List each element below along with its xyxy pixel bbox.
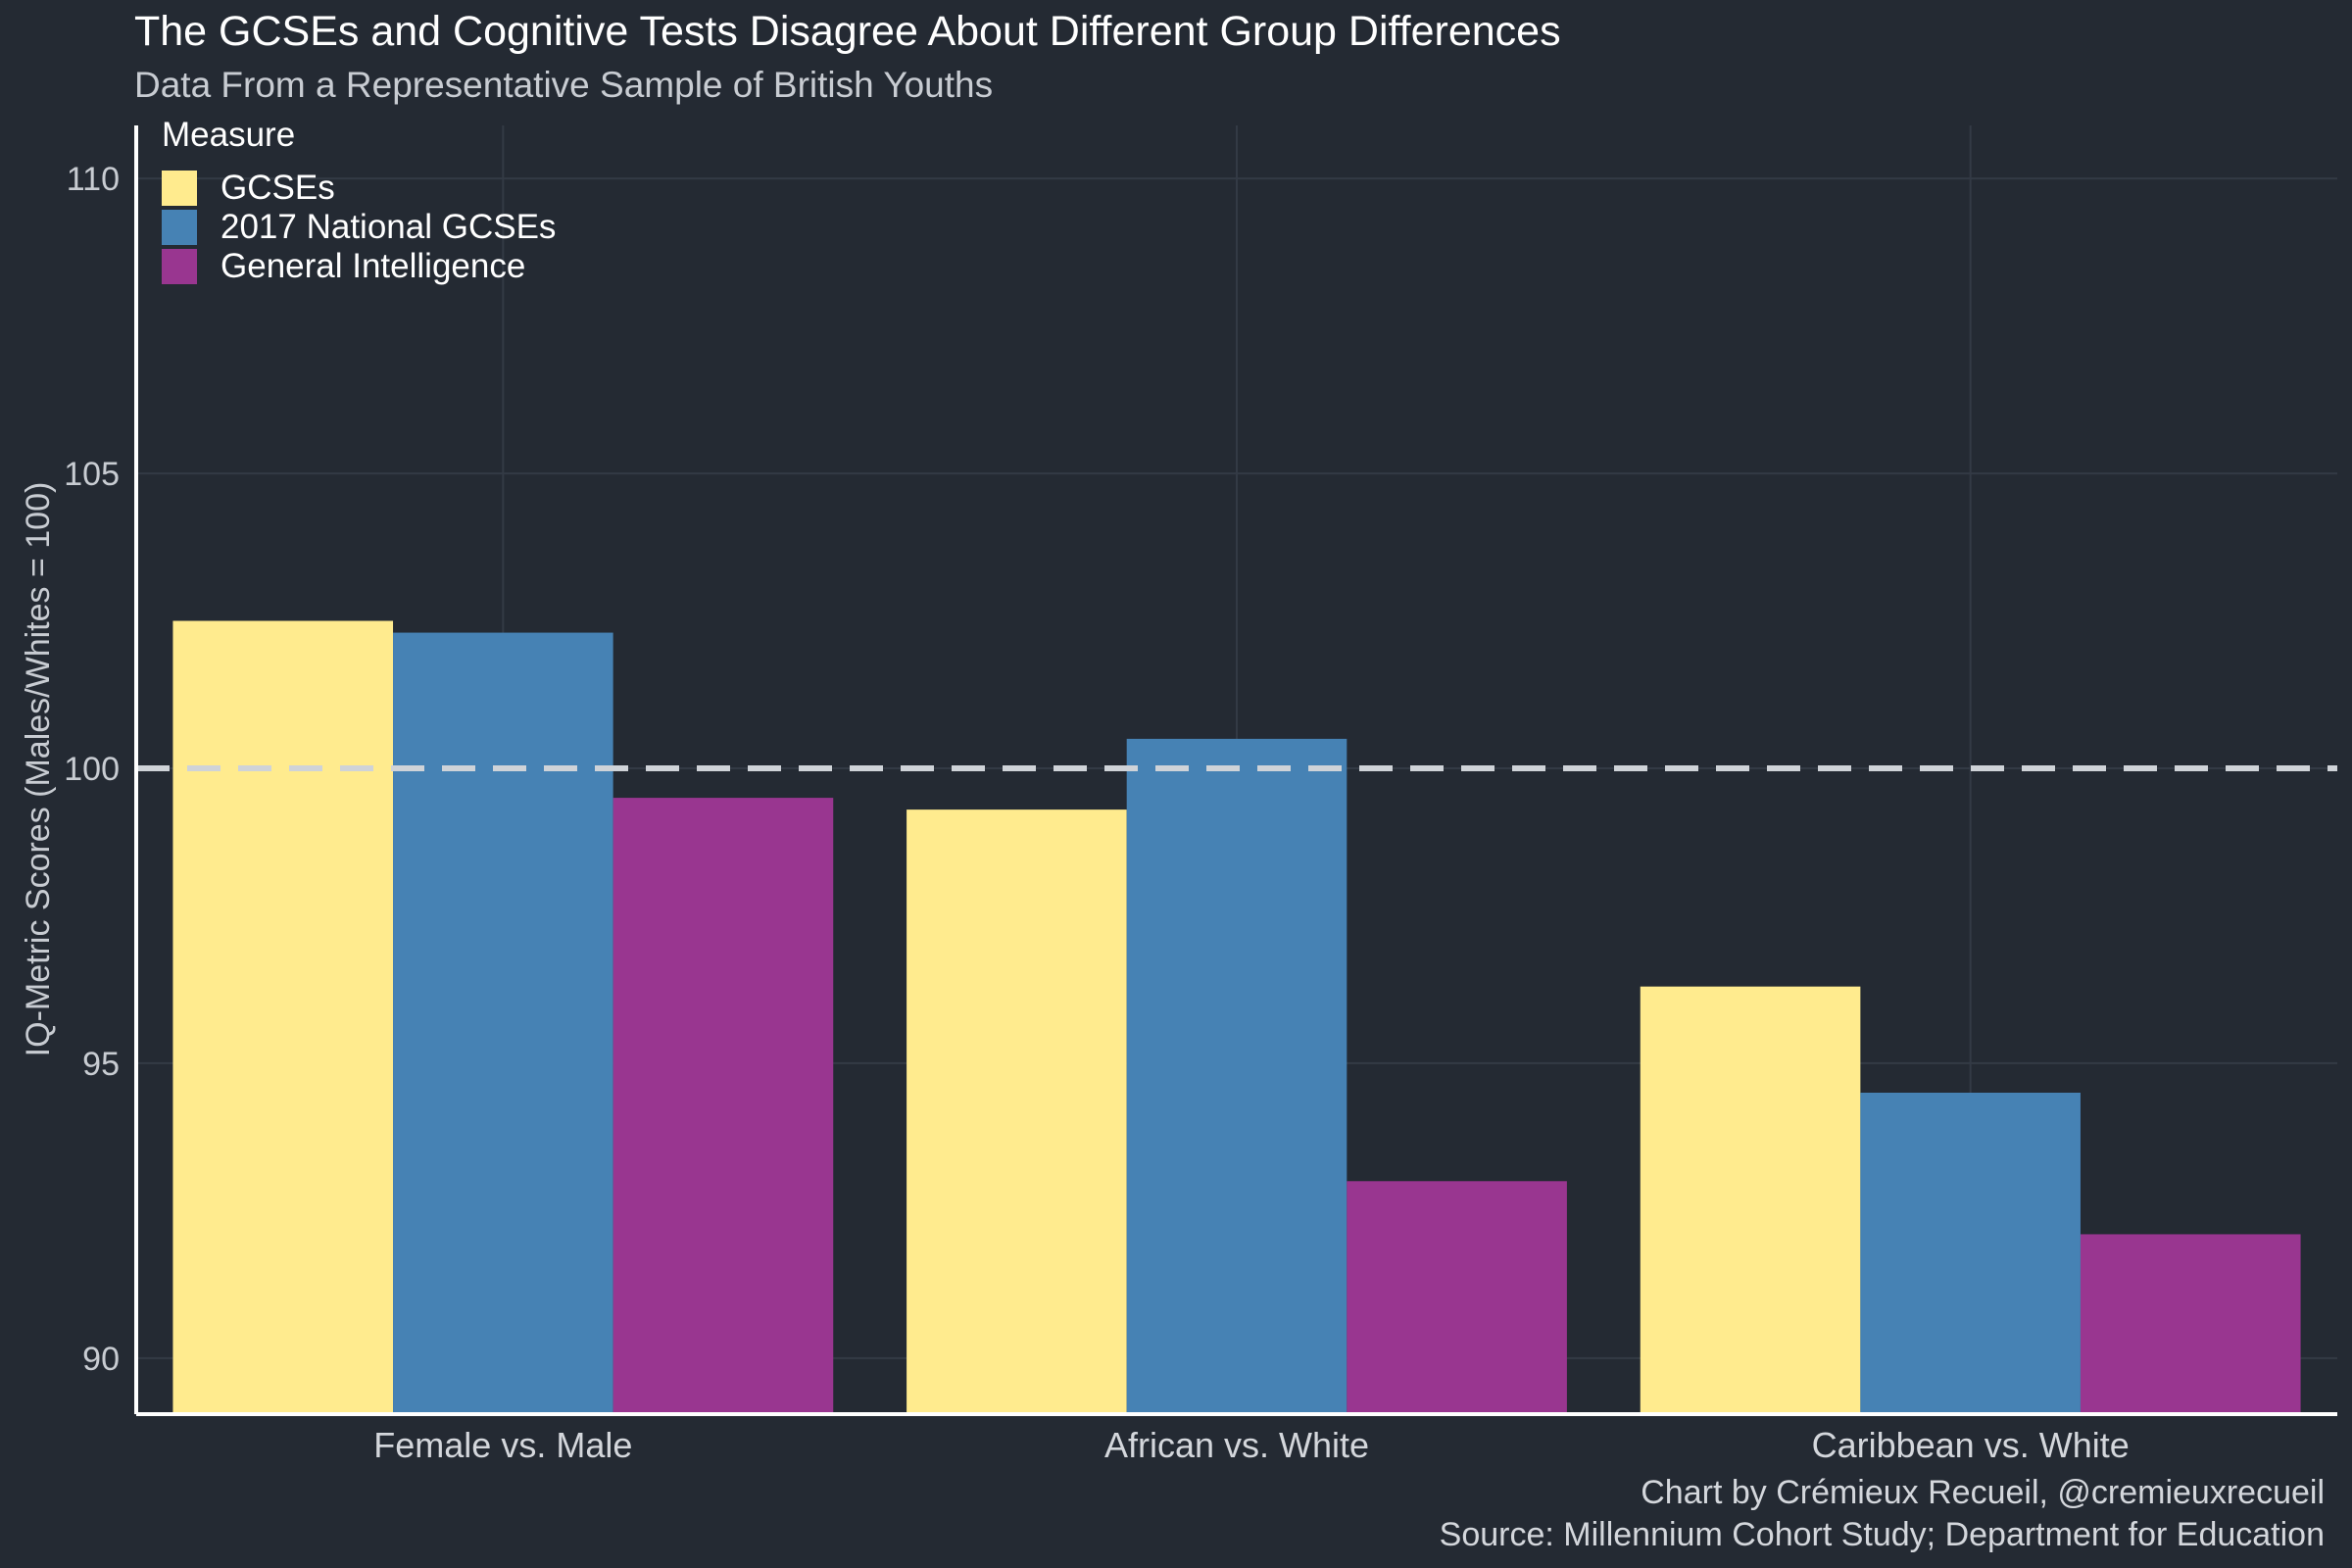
legend-label: General Intelligence (220, 247, 526, 285)
bar (1126, 738, 1348, 1414)
legend: Measure GCSEs 2017 National GCSEs Genera… (162, 116, 556, 286)
legend-item-gcses: GCSEs (162, 169, 556, 208)
legend-swatch (162, 249, 197, 284)
bar (2080, 1234, 2301, 1414)
chart-subtitle: Data From a Representative Sample of Bri… (134, 65, 994, 105)
caption-source: Source: Millennium Cohort Study; Departm… (1439, 1516, 2325, 1553)
legend-swatch (162, 171, 197, 206)
bar (1640, 986, 1861, 1414)
legend-label: GCSEs (220, 169, 335, 207)
x-tick-label: African vs. White (1104, 1425, 1369, 1465)
y-tick-label: 105 (64, 456, 120, 493)
legend-item-national-gcses: 2017 National GCSEs (162, 208, 556, 247)
bar (612, 798, 834, 1414)
bar (393, 632, 613, 1414)
bar (172, 620, 394, 1414)
bar (1860, 1093, 2081, 1414)
legend-label: 2017 National GCSEs (220, 208, 557, 246)
x-tick-label: Female vs. Male (373, 1425, 632, 1465)
bar (906, 809, 1127, 1414)
y-tick-label: 90 (82, 1341, 120, 1378)
x-tick-label: Caribbean vs. White (1812, 1425, 2130, 1465)
chart-title: The GCSEs and Cognitive Tests Disagree A… (134, 8, 1561, 55)
y-axis-label: IQ-Metric Scores (Males/Whites = 100) (20, 482, 57, 1057)
legend-item-general-intelligence: General Intelligence (162, 247, 556, 286)
y-tick-label: 100 (64, 751, 120, 788)
y-tick-label: 95 (82, 1046, 120, 1083)
bar (1347, 1181, 1567, 1414)
legend-title: Measure (162, 116, 296, 154)
caption-credit: Chart by Crémieux Recueil, @cremieuxrecu… (1641, 1474, 2325, 1511)
y-tick-label: 110 (67, 161, 120, 198)
legend-swatch (162, 210, 197, 245)
